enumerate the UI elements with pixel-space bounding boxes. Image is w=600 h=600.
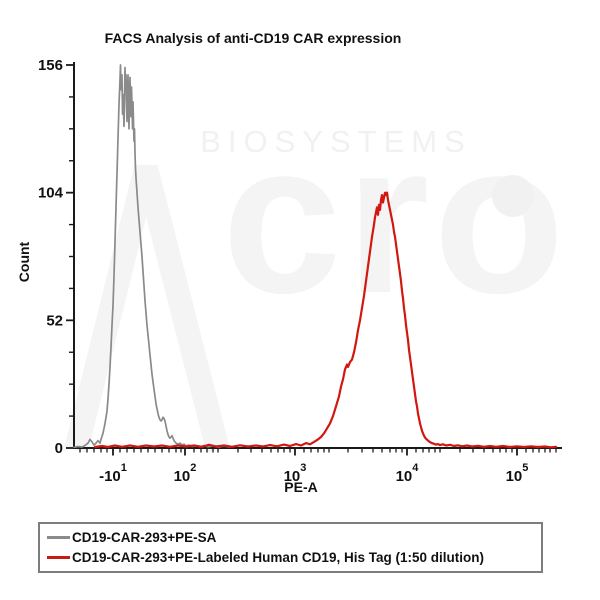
y-axis-label: Count — [16, 241, 32, 282]
y-tick-label: 104 — [38, 185, 64, 202]
curve-control-gray — [73, 64, 231, 449]
legend-item-control: CD19-CAR-293+PE-SA — [40, 530, 541, 545]
legend-box: CD19-CAR-293+PE-SA CD19-CAR-293+PE-Label… — [38, 522, 543, 573]
y-tick-label: 0 — [55, 440, 63, 457]
x-tick-label: -101 — [99, 462, 127, 485]
legend-item-sample: CD19-CAR-293+PE-Labeled Human CD19, His … — [40, 550, 541, 565]
watermark-dot-icon — [492, 175, 534, 217]
histogram-curves — [73, 64, 558, 449]
x-axis-label: PE-A — [284, 479, 317, 495]
chart-title: FACS Analysis of anti-CD19 CAR expressio… — [105, 30, 402, 46]
x-tick-label: 105 — [506, 462, 529, 485]
legend-label-control: CD19-CAR-293+PE-SA — [72, 529, 217, 545]
legend-line-red — [47, 556, 70, 560]
watermark-biosystems-text: BIOSYSTEMS — [200, 124, 472, 159]
y-axis-ticks: 0 52 104 156 — [38, 57, 74, 457]
watermark-a-triangle-icon — [64, 165, 230, 453]
y-tick-label: 156 — [38, 57, 63, 74]
curve-sample-red — [93, 191, 558, 449]
y-tick-label: 52 — [46, 312, 63, 329]
legend-label-sample: CD19-CAR-293+PE-Labeled Human CD19, His … — [72, 550, 484, 566]
x-axis-ticks: -101 102 103 104 105 — [79, 448, 557, 485]
acro-watermark: BIOSYSTEMS cro — [64, 97, 569, 453]
watermark-cro-text: cro — [222, 97, 569, 338]
x-tick-label: 104 — [396, 462, 420, 485]
x-tick-label: 102 — [174, 462, 197, 485]
legend-line-gray — [47, 535, 70, 539]
x-tick-label: 103 — [284, 462, 307, 485]
